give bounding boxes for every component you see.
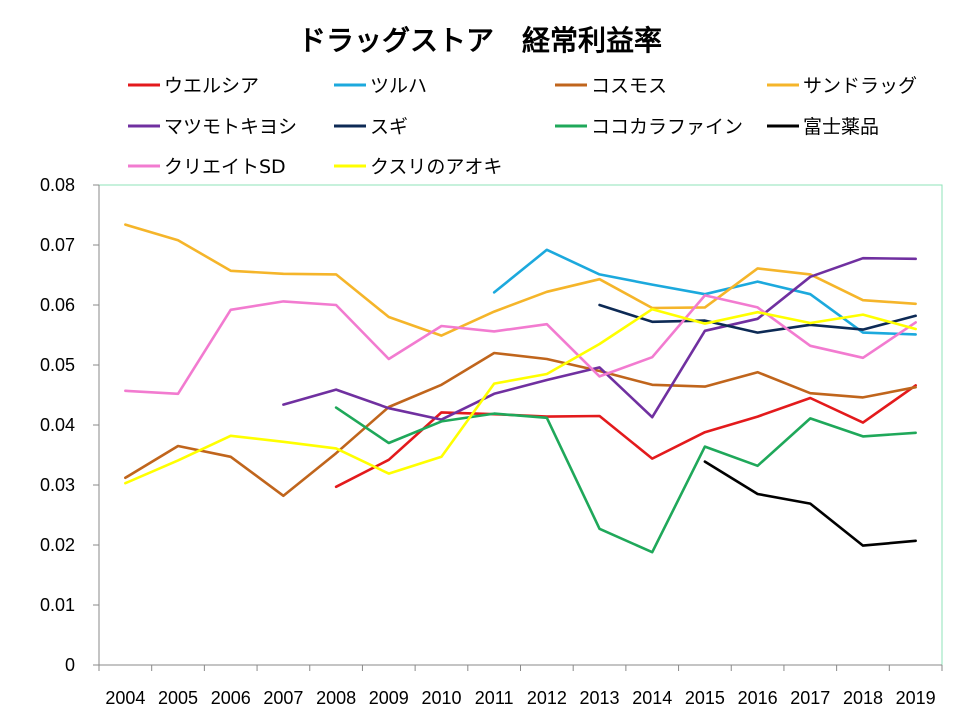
y-tick-label: 0.08 — [40, 175, 75, 195]
y-tick-label: 0.04 — [40, 415, 75, 435]
x-axis: 2004 2005 2006 2007 2008 2009 2010 2011 2012 2013… — [98, 664, 943, 708]
x-tick-label: 2011 — [475, 688, 514, 708]
series-line-8 — [124, 294, 917, 396]
series-line-5 — [598, 303, 917, 334]
x-tick-label: 2019 — [896, 688, 936, 708]
legend-label-4: マツモトキヨシ — [164, 116, 297, 138]
series-line-9 — [124, 307, 917, 485]
legend-label-3: サンドラッグ — [803, 75, 917, 97]
legend-label-5: スギ — [370, 116, 408, 138]
series-lines — [124, 223, 917, 554]
x-tick-label: 2014 — [632, 688, 672, 708]
x-tick-label: 2004 — [105, 688, 145, 708]
x-tick-label: 2012 — [527, 688, 567, 708]
x-tick-label: 2006 — [211, 688, 251, 708]
legend-label-0: ウエルシア — [164, 75, 259, 97]
legend-label-1: ツルハ — [370, 75, 427, 97]
x-tick-label: 2016 — [738, 688, 778, 708]
y-tick-label: 0.01 — [40, 595, 75, 615]
y-tick-label: 0.02 — [40, 535, 75, 555]
series-line-0 — [334, 384, 917, 489]
y-tick-label: 0.03 — [40, 475, 75, 495]
x-tick-label: 2009 — [369, 688, 409, 708]
x-tick-label: 2010 — [421, 688, 461, 708]
plot-area — [98, 184, 943, 666]
y-tick-label: 0.06 — [40, 295, 75, 315]
series-line-4 — [282, 256, 917, 421]
series-line-3 — [124, 223, 917, 337]
legend-label-2: コスモス — [591, 75, 667, 97]
series-line-2 — [124, 351, 917, 498]
series-line-6 — [334, 406, 917, 554]
y-tick-label: 0 — [65, 655, 75, 675]
x-tick-label: 2007 — [263, 688, 303, 708]
x-tick-label: 2005 — [158, 688, 198, 708]
y-tick-label: 0.07 — [40, 235, 75, 255]
x-tick-label: 2018 — [843, 688, 883, 708]
x-tick-label: 2013 — [580, 688, 620, 708]
x-tick-label: 2008 — [316, 688, 356, 708]
y-axis: 0 0.01 0.02 0.03 0.04 0.05 0.06 0.07 0.08 — [40, 175, 100, 675]
plot-frame — [98, 184, 943, 666]
chart-title: ドラッグストア 経常利益率 — [298, 24, 662, 57]
x-tick-label: 2015 — [685, 688, 725, 708]
series-line-7 — [703, 460, 917, 547]
x-tick-label: 2017 — [790, 688, 830, 708]
y-tick-label: 0.05 — [40, 355, 75, 375]
legend-label-7: 富士薬品 — [803, 116, 879, 138]
legend-label-9: クスリのアオキ — [370, 156, 502, 178]
legend-label-8: クリエイトSD — [164, 156, 286, 178]
legend-label-6: ココカラファイン — [591, 116, 743, 138]
